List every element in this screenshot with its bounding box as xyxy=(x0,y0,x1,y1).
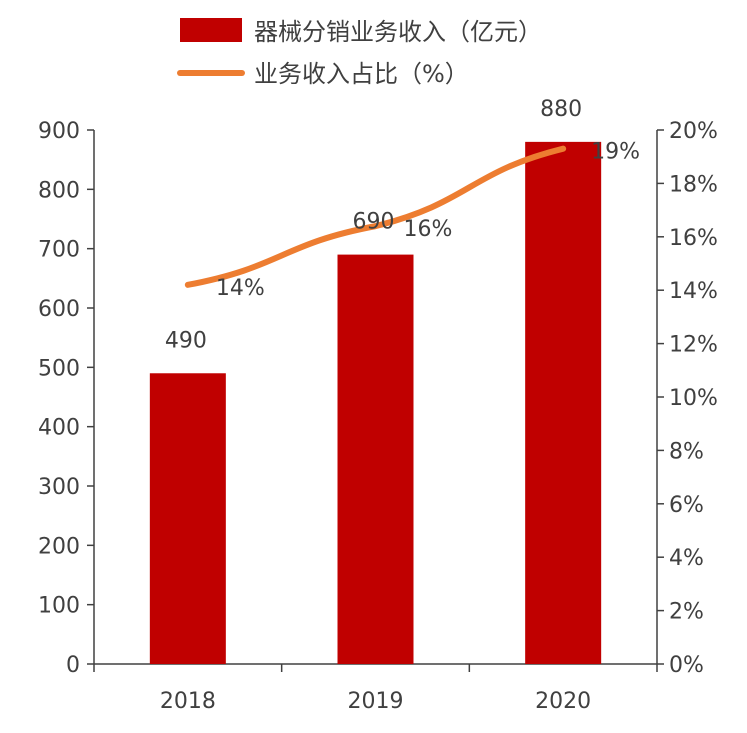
x-tick-label: 2020 xyxy=(535,689,591,714)
legend: 器械分销业务收入（亿元） 业务收入占比（%） xyxy=(177,18,542,88)
y-right-tick-label: 10% xyxy=(669,386,718,411)
bar xyxy=(525,141,602,664)
y-left-tick-label: 700 xyxy=(38,238,80,263)
axes: 0 100 200 300 400 500 600 700 800 900 0% 2% 4% 6% 8% 10… xyxy=(38,119,718,714)
line-series xyxy=(184,145,567,288)
line-value-label: 14% xyxy=(216,276,265,301)
line-path xyxy=(184,145,567,288)
x-tick-label: 2019 xyxy=(348,689,404,714)
y-right-tick-label: 18% xyxy=(669,172,718,197)
y-right-tick-label: 8% xyxy=(669,439,704,464)
y-left-tick-label: 800 xyxy=(38,178,80,203)
y-right-tick-label: 14% xyxy=(669,279,718,304)
y-right-tick-label: 6% xyxy=(669,493,704,518)
bar-value-label: 880 xyxy=(540,97,582,122)
legend-bar-swatch xyxy=(180,18,242,42)
bar-value-label: 690 xyxy=(353,210,395,235)
bar-value-label: 490 xyxy=(165,328,207,353)
y-left-tick-label: 100 xyxy=(38,594,80,619)
y-right-tick-label: 2% xyxy=(669,600,704,625)
data-labels: 490 690 880 14% 16% 19% xyxy=(165,97,640,353)
line-value-label: 16% xyxy=(404,217,453,242)
y-right-tick-label: 12% xyxy=(669,333,718,358)
bar xyxy=(337,254,414,664)
y-left-tick-label: 400 xyxy=(38,416,80,441)
y-left-tick-label: 200 xyxy=(38,534,80,559)
y-right-tick-label: 16% xyxy=(669,226,718,251)
y-left-tick-label: 900 xyxy=(38,119,80,144)
y-right-tick-label: 4% xyxy=(669,546,704,571)
bar xyxy=(149,373,226,664)
y-right-tick-label: 20% xyxy=(669,119,718,144)
y-right-tick-label: 0% xyxy=(669,653,704,678)
y-left-tick-label: 600 xyxy=(38,297,80,322)
legend-line-label: 业务收入占比（%） xyxy=(254,60,469,88)
bars xyxy=(149,141,602,664)
x-tick-label: 2018 xyxy=(160,689,216,714)
line-value-label: 19% xyxy=(591,140,640,165)
y-left-tick-label: 500 xyxy=(38,356,80,381)
y-left-tick-label: 0 xyxy=(66,653,80,678)
legend-bar-label: 器械分销业务收入（亿元） xyxy=(254,18,542,46)
y-left-tick-label: 300 xyxy=(38,475,80,500)
